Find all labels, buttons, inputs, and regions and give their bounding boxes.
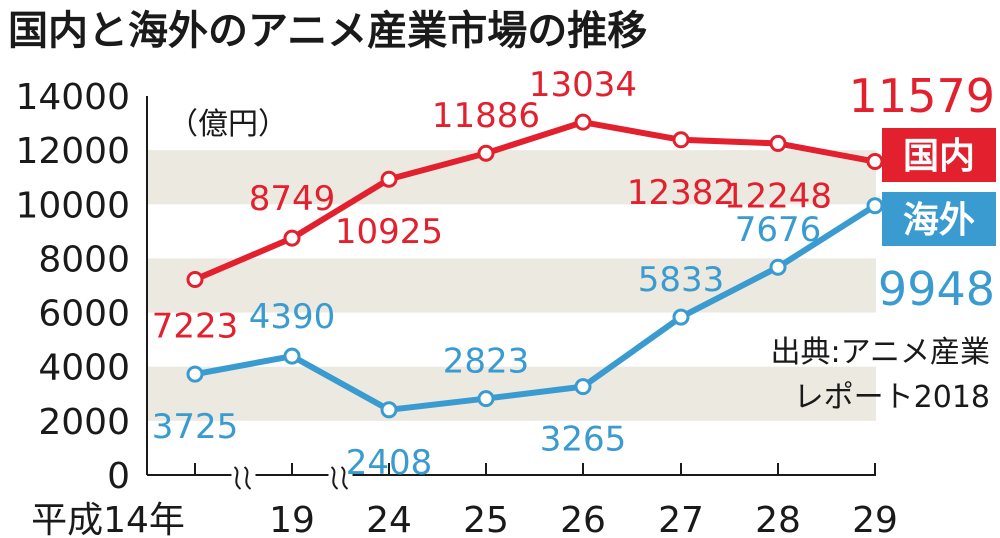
data-point [283,229,301,247]
y-tick-label: 8000 [38,239,130,280]
data-point [186,270,204,288]
data-point [477,144,495,162]
y-tick-labels: 0 2000 4000 6000 8000 10000 12000 14000 [15,77,130,497]
x-tick-label: 24 [366,500,412,538]
axis-break-mark [233,466,242,490]
x-tick-label: 25 [463,500,509,538]
data-point [672,308,690,326]
y-tick-label: 12000 [15,131,130,172]
chart-title: 国内と海外のアニメ産業市場の推移 [8,8,647,54]
data-label: 4390 [249,297,336,337]
data-label-final-overseas: 9948 [878,262,995,316]
legend-domestic: 国内 [882,128,996,182]
series-points [186,113,884,419]
y-tick-label: 6000 [38,294,130,335]
data-label: 7676 [735,210,822,250]
data-label-final-domestic: 11579 [849,69,995,123]
series-lines [193,119,877,413]
data-label: 11886 [432,96,540,136]
data-point [866,197,884,215]
data-label: 12382 [627,173,735,213]
legend-overseas-label: 海外 [903,200,975,241]
x-tick-label: 26 [560,500,606,538]
y-tick-label: 2000 [38,402,130,443]
legend-domestic-swatch [882,128,996,182]
y-tick-label: 0 [107,456,130,497]
axis-break-mark [243,466,252,490]
data-label: 5833 [638,260,725,300]
data-label: 2823 [443,342,530,382]
y-tick-label: 14000 [15,77,130,118]
data-point [186,365,204,383]
grid-band [147,150,876,205]
data-label: 2408 [346,443,433,483]
y-tick-label: 10000 [15,185,130,226]
data-point [866,153,884,171]
x-tick-label: 28 [755,500,801,538]
x-tick-label: 27 [658,500,704,538]
data-point [380,170,398,188]
data-label: 7223 [152,306,239,346]
data-label: 3725 [152,407,239,447]
x-tick-label: 平成14年 [31,500,185,538]
data-point [477,390,495,408]
data-point [283,347,301,365]
y-tick-label: 4000 [38,348,130,389]
data-point [769,134,787,152]
legend-overseas: 海外 [882,192,996,246]
data-label: 10925 [335,212,443,252]
axis-break-gap [231,465,256,495]
line-overseas [194,203,877,413]
data-label: 3265 [540,420,627,460]
data-point [672,131,690,149]
axis-break-mark [330,466,339,490]
data-point [574,378,592,396]
legend-domestic-label: 国内 [903,136,975,177]
background-bands [147,150,876,421]
source-line-1: 出典:アニメ産業 [770,335,990,370]
source-line-2: レポート2018 [794,380,990,415]
data-point [574,113,592,131]
x-tick-label: 19 [269,500,315,538]
data-label: 13034 [529,65,637,105]
legend-overseas-swatch [882,192,996,246]
x-tick-labels: 平成14年 19 24 25 26 27 28 29 [31,500,898,538]
unit-label: （億円） [168,107,288,142]
data-label: 8749 [249,179,336,219]
axis-break-mark [340,466,349,490]
line-domestic [193,119,876,283]
data-point [380,401,398,419]
axes [146,96,876,495]
grid-band [147,258,876,313]
data-point [769,258,787,276]
data-label: 12248 [724,176,832,216]
x-tick-label: 29 [852,500,898,538]
